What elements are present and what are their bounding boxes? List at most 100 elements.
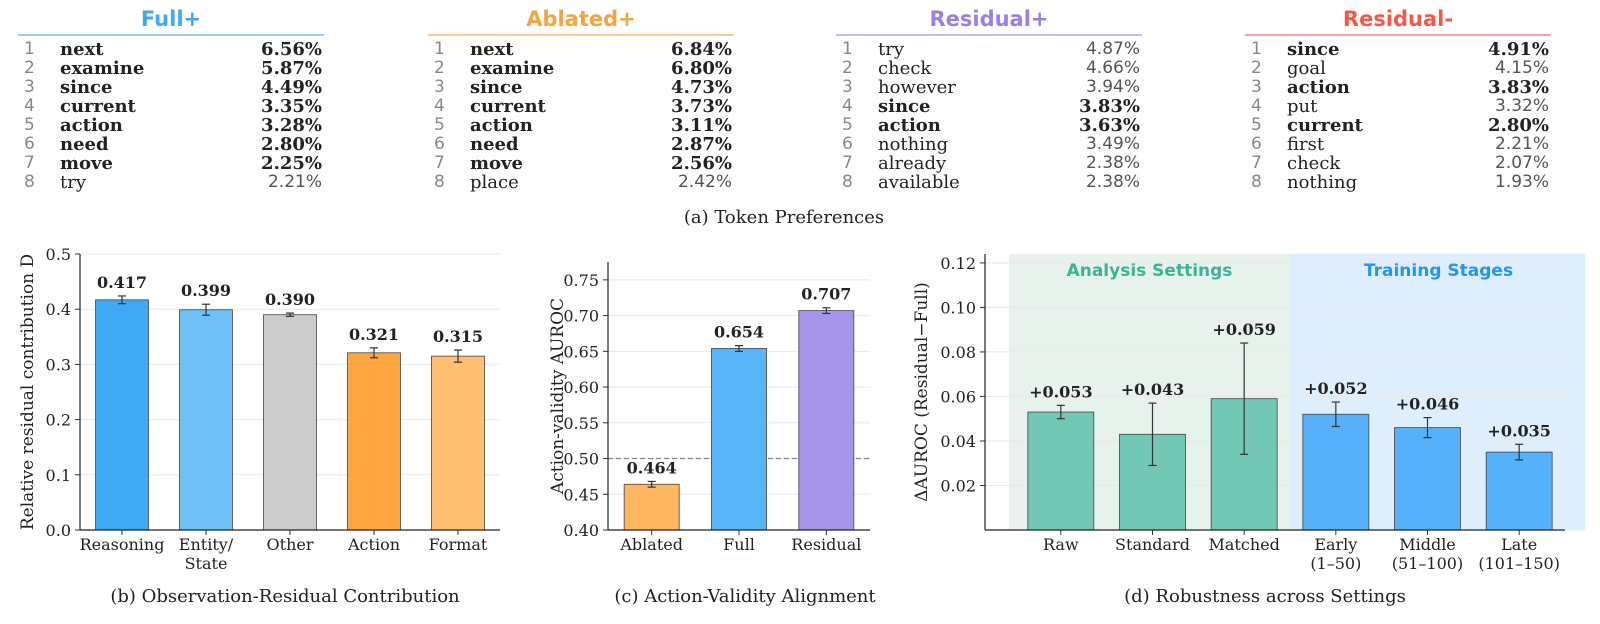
token-word: available	[878, 172, 960, 193]
token-word: current	[60, 96, 136, 117]
token-table-underline	[836, 34, 1142, 36]
token-rank: 1	[434, 39, 445, 59]
token-word: next	[470, 39, 514, 60]
token-rank: 8	[842, 172, 853, 192]
token-word: examine	[60, 58, 145, 79]
y-tick-label: 0.45	[563, 485, 599, 504]
token-word: since	[878, 96, 931, 117]
token-word: check	[878, 58, 932, 79]
token-rank: 2	[434, 58, 445, 78]
token-table-0: Full+ 1 next 6.56% 2 examine 5.87% 3 since 4.49% 4…	[18, 4, 324, 192]
token-value: 3.49%	[1085, 134, 1140, 154]
token-table-title: Residual-	[1342, 7, 1454, 31]
token-word: since	[60, 77, 113, 98]
token-word: since	[470, 77, 523, 98]
token-word: check	[1287, 153, 1341, 174]
token-row: 6 need 2.80%	[18, 135, 324, 155]
token-row: 5 action 3.28%	[18, 115, 324, 136]
token-rank: 3	[842, 77, 853, 97]
token-rank: 8	[434, 172, 445, 192]
chart-robustness: Analysis Settings Training Stages 0.02 0.04…	[912, 254, 1585, 573]
y-tick-label: 0.2	[46, 411, 71, 430]
token-value: 6.80%	[671, 58, 732, 79]
token-word: nothing	[1287, 172, 1358, 193]
token-rank: 3	[1251, 77, 1262, 97]
y-tick-label: 0.75	[563, 271, 599, 290]
bar	[1485, 451, 1553, 531]
value-label: 0.464	[627, 458, 677, 477]
value-label: 0.390	[265, 290, 315, 309]
y-axis-label: Relative residual contribution D	[18, 254, 38, 530]
token-value: 2.38%	[1085, 153, 1140, 173]
chart-action-validity: 0.40 0.45 0.50 0.55 0.60 0.65 0.70 0.75 0.464 Abl…	[548, 262, 870, 554]
token-value: 3.83%	[1488, 77, 1549, 98]
token-value: 4.49%	[261, 77, 322, 98]
value-label: +0.046	[1396, 395, 1460, 414]
bar	[263, 314, 317, 531]
x-tick-label: Matched	[1209, 535, 1280, 554]
token-value: 6.84%	[671, 39, 732, 60]
token-word: action	[470, 115, 533, 136]
y-tick-label: 0.40	[563, 521, 599, 540]
token-word: try	[878, 39, 905, 60]
token-value: 3.63%	[1079, 115, 1140, 136]
token-word: nothing	[878, 134, 949, 155]
token-row: 7 check 2.07%	[1245, 153, 1551, 174]
token-value: 3.83%	[1079, 96, 1140, 117]
token-rank: 4	[842, 96, 853, 116]
token-word: need	[470, 134, 519, 155]
token-row: 8 available 2.38%	[836, 172, 1142, 193]
token-rank: 1	[1251, 39, 1262, 59]
token-row: 3 since 4.49%	[18, 77, 324, 98]
value-label: 0.417	[97, 273, 147, 292]
y-axis-label: ΔAUROC (Residual−Full)	[912, 282, 932, 502]
token-value: 2.21%	[267, 172, 322, 192]
token-row: 4 current 3.73%	[428, 97, 734, 117]
token-word: already	[878, 153, 947, 174]
token-word: since	[1287, 39, 1340, 60]
value-label: +0.043	[1121, 380, 1185, 399]
token-value: 3.11%	[671, 115, 732, 136]
token-row: 4 since 3.83%	[836, 96, 1142, 117]
token-row: 1 next 6.84%	[428, 39, 734, 60]
token-table-title: Residual+	[929, 7, 1049, 31]
token-rank: 6	[434, 134, 445, 154]
token-row: 6 need 2.87%	[428, 134, 734, 155]
token-word: current	[1287, 115, 1363, 136]
token-rank: 6	[842, 134, 853, 154]
y-tick-label: 0.3	[46, 355, 71, 374]
value-label: 0.654	[714, 323, 764, 342]
token-rank: 7	[434, 153, 445, 173]
bar	[95, 299, 149, 531]
token-row: 7 move 2.25%	[18, 153, 324, 174]
token-row: 5 action 3.11%	[428, 115, 734, 136]
y-tick-label: 0.65	[563, 342, 599, 361]
token-rank: 5	[434, 115, 445, 135]
token-value: 3.35%	[261, 96, 322, 117]
y-tick-label: 0.1	[46, 466, 71, 485]
token-value: 3.28%	[261, 115, 322, 136]
x-tick-label: Residual	[791, 535, 861, 554]
caption-a: (a) Token Preferences	[683, 207, 885, 228]
x-tick-label: Early (1–50)	[1310, 535, 1361, 573]
token-word: move	[60, 153, 113, 174]
token-row: 1 try 4.87%	[836, 39, 1142, 60]
y-tick-label: 0.02	[940, 476, 976, 495]
token-rank: 4	[1251, 96, 1262, 116]
token-value: 2.80%	[1488, 115, 1549, 136]
token-word: move	[470, 153, 523, 174]
token-row: 5 action 3.63%	[836, 115, 1142, 136]
caption-c: (c) Action-Validity Alignment	[614, 586, 876, 607]
token-table-underline	[428, 34, 734, 36]
y-tick-label: 0.60	[563, 378, 599, 397]
y-tick-label: 0.12	[940, 254, 976, 273]
y-tick-label: 0.06	[940, 387, 976, 406]
token-word: first	[1287, 134, 1325, 155]
y-tick-label: 0.5	[46, 245, 71, 264]
token-word: try	[60, 172, 87, 193]
value-label: 0.321	[349, 325, 399, 344]
x-tick-label: Raw	[1043, 535, 1079, 554]
token-rank: 2	[24, 58, 35, 78]
token-value: 2.25%	[261, 153, 322, 174]
token-rank: 5	[24, 115, 35, 135]
